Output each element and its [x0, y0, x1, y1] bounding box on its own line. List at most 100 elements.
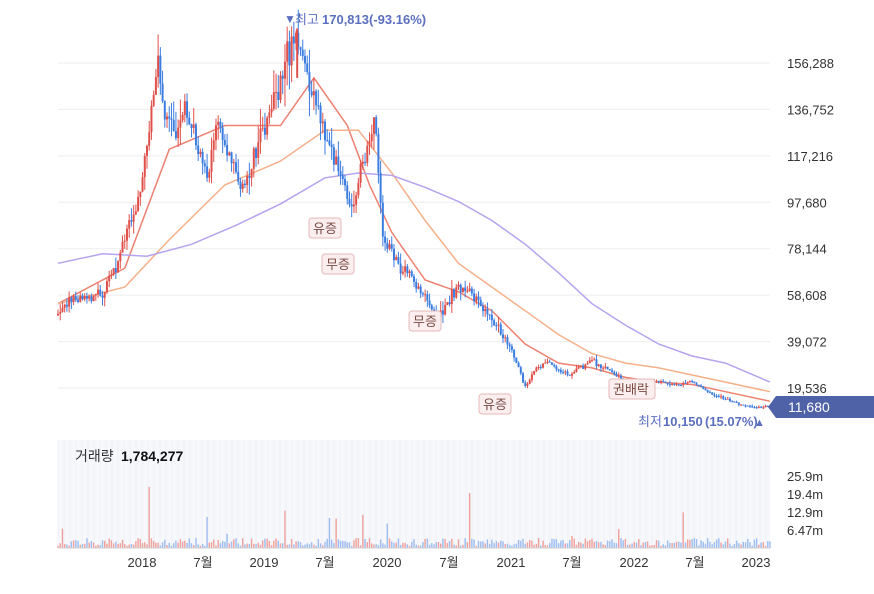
candle-body [502, 334, 504, 339]
candle-body [564, 371, 567, 373]
candle-body [186, 101, 189, 118]
volume-bar [152, 540, 155, 548]
event-label-3: 무증 [413, 314, 437, 329]
candle-body [588, 360, 591, 364]
volume-bar [139, 538, 142, 548]
candle-body [364, 161, 367, 163]
volume-bar [495, 540, 498, 548]
candle-body [708, 392, 711, 394]
candle-body [270, 108, 273, 113]
volume-bar [70, 541, 73, 548]
candle-body [464, 287, 467, 291]
volume-bar [406, 544, 409, 548]
volume-bar [451, 538, 453, 548]
volume-bar [428, 544, 431, 548]
volume-bar [342, 540, 344, 548]
volume-bar [520, 540, 522, 548]
candle-body [486, 308, 489, 315]
candle-body [742, 404, 745, 406]
candle-body [132, 214, 135, 222]
volume-bar [210, 542, 213, 548]
volume-bar [740, 544, 742, 548]
candle-body [130, 220, 133, 222]
price-grid [58, 62, 770, 389]
volume-bar [658, 540, 660, 548]
volume-bar [206, 516, 208, 548]
volume-bar [295, 541, 297, 548]
volume-bar [179, 539, 182, 548]
volume-bar [682, 512, 684, 548]
volume-bar [68, 545, 70, 548]
volume-bar [577, 542, 580, 548]
candle-body [308, 71, 311, 92]
volume-bar [753, 539, 756, 548]
volume-bar [635, 542, 638, 548]
volume-bar [529, 539, 531, 548]
volume-bar [402, 542, 404, 548]
volume-bar [413, 539, 415, 548]
low-value: 10,150 [663, 414, 703, 429]
volume-bar [106, 543, 108, 548]
volume-bar [159, 545, 162, 548]
volume-bar [626, 544, 629, 548]
volume-bar [57, 545, 59, 548]
volume-bar [195, 538, 197, 548]
candle-body [399, 263, 402, 274]
volume-bar [415, 544, 417, 548]
volume-bar [468, 493, 471, 548]
candle-body [711, 392, 714, 395]
volume-bar [379, 539, 382, 548]
volume-bar [482, 541, 484, 548]
volume-bar [477, 540, 480, 548]
volume-bar [531, 540, 533, 548]
volume-bar [219, 543, 222, 548]
volume-bar [124, 544, 126, 548]
high-marker: ▼ 최고 170,813 (-93.16%) [284, 12, 426, 27]
volume-bar [286, 544, 288, 548]
candle-body [248, 176, 251, 178]
candle-body [426, 294, 429, 301]
candle-body [286, 41, 289, 62]
volume-bar [95, 545, 97, 548]
candle-body [161, 83, 164, 102]
candle-body [79, 295, 82, 302]
candle-body [346, 185, 349, 199]
volume-bar [464, 538, 466, 548]
volume-bar [589, 540, 591, 548]
volume-bar [504, 543, 506, 548]
volume-bar [542, 540, 544, 548]
candle-body [586, 363, 589, 365]
volume-bar [121, 539, 124, 548]
volume-bar [90, 540, 93, 548]
candle-body [65, 304, 68, 307]
volume-bar [75, 540, 77, 548]
candle-body [424, 294, 427, 296]
volume-bar [375, 544, 377, 548]
candle-body [194, 124, 197, 146]
volume-bar [66, 544, 68, 548]
candle-body [168, 116, 171, 119]
volume-bar [662, 544, 664, 548]
volume-bar [724, 541, 727, 548]
volume-bar [355, 538, 357, 548]
low-change: (15.07%) [705, 414, 758, 429]
volume-bar [758, 544, 760, 548]
candle-body [85, 296, 88, 299]
candle-body [337, 156, 340, 172]
volume-bar [339, 540, 342, 548]
volume-bar [502, 541, 504, 548]
volume-bar [666, 540, 669, 548]
volume-bar [684, 542, 687, 548]
candle-body [114, 268, 117, 273]
volume-bar [749, 542, 751, 548]
candle-body [163, 101, 166, 120]
volume-bar [226, 533, 228, 548]
volume-bar [735, 540, 738, 548]
volume-bar [522, 538, 524, 548]
volume-bar [582, 543, 584, 548]
candle-body [548, 361, 551, 363]
candle-body [226, 145, 229, 156]
volume-bar [86, 538, 88, 548]
volume-bar [664, 545, 667, 548]
candle-body [706, 390, 709, 393]
